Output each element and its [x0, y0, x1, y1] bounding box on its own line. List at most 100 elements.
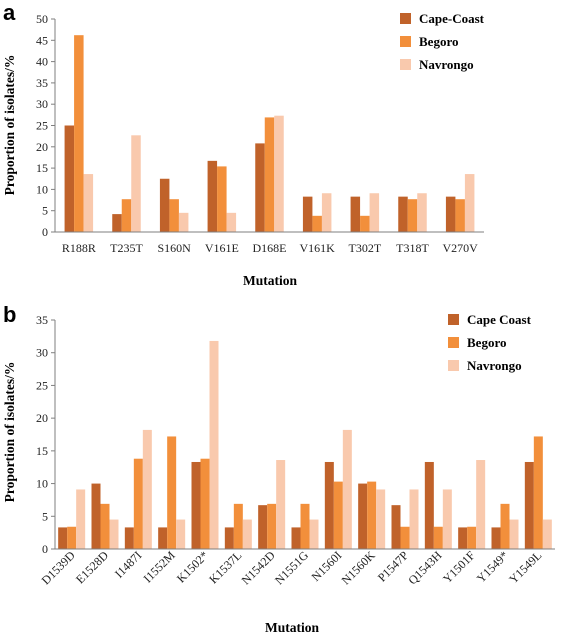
panel-a-bar: [112, 214, 122, 232]
panel-a-x-tick-label: D168E: [253, 241, 287, 255]
panel-b-bar: [176, 519, 186, 549]
panel-b-y-ticks: 0 5 10 15 20 25 30 35: [36, 313, 55, 556]
panel-a-bar: [74, 35, 84, 232]
panel-b-y-axis-title: Proportion of isolates/%: [2, 362, 17, 503]
panel-b-bar: [167, 436, 177, 549]
panel-a-bar: [131, 135, 141, 232]
panel-b-legend-swatch: [448, 337, 459, 348]
panel-a-bar: [464, 174, 475, 232]
panel-a-bar: [121, 199, 132, 232]
panel-b-legend-swatch: [448, 360, 459, 371]
panel-b-bar: [109, 519, 119, 549]
panel-b-bar: [142, 429, 152, 549]
panel-b-y-tick-label: 0: [42, 542, 48, 556]
panel-b-bar: [67, 526, 77, 549]
panel-b-bar: [200, 458, 210, 549]
panel-b-bar: [158, 527, 168, 549]
panel-b-bar: [58, 527, 68, 549]
panel-b-x-tick-label: N1542D: [239, 548, 278, 587]
panel-a-bar: [255, 143, 265, 232]
panel-b-bar: [191, 461, 201, 549]
panel-a-y-tick-label: 30: [36, 97, 48, 111]
panel-a-x-tick-label: T318T: [396, 241, 429, 255]
panel-a-bar: [417, 193, 427, 232]
panel-b-bar: [91, 483, 101, 549]
panel-a-x-tick-label: T235T: [110, 241, 143, 255]
panel-a-bar: [455, 199, 465, 232]
panel-b-bar: [124, 527, 134, 549]
panel-b-y-tick-label: 10: [36, 477, 48, 491]
panel-b-y-tick-label: 25: [36, 378, 48, 392]
panel-a-bar: [207, 160, 218, 232]
panel-a-x-tick-label: T302T: [348, 241, 381, 255]
panel-a-bar: [83, 174, 94, 232]
panel-b-bar: [409, 489, 419, 549]
panel-b-bar: [542, 519, 552, 549]
panel-b-x-tick-label: E1528D: [73, 548, 111, 586]
panel-a-legend-swatch: [400, 13, 411, 24]
panel-b-x-axis-title: Mutation: [265, 620, 319, 635]
panel-a-bar: [169, 199, 179, 232]
panel-a: a Proportion of isolates/% Mutation 0 5 10…: [2, 0, 485, 288]
panel-a-x-axis-title: Mutation: [243, 273, 297, 288]
panel-a-x-tick-label: V161K: [299, 241, 335, 255]
panel-a-y-tick-label: 25: [36, 119, 48, 133]
panel-b-bar: [424, 461, 434, 549]
panel-b-y-tick-label: 5: [42, 509, 48, 523]
panel-a-y-axis-title: Proportion of isolates/%: [2, 55, 17, 196]
panel-a-bar: [64, 125, 75, 232]
panel-a-bar: [159, 178, 170, 232]
panel-b-bar: [376, 489, 386, 549]
panel-b-x-tick-label: I1552M: [141, 548, 178, 585]
panel-b-x-tick-label: Q1543H: [405, 548, 444, 587]
panel-b-x-tick-label: K1537L: [206, 548, 244, 586]
panel-b-bar: [524, 461, 534, 549]
panel-b-legend-label: Cape Coast: [467, 312, 532, 327]
panel-b-bar: [100, 503, 110, 549]
panel-b-y-tick-label: 15: [36, 444, 48, 458]
panel-b-bar: [458, 527, 468, 549]
panel-b-y-tick-label: 35: [36, 313, 48, 327]
panel-a-x-tick-label: V270V: [442, 241, 478, 255]
panel-b-bar: [300, 503, 310, 549]
panel-b-legend: Cape Coast Begoro Navrongo: [448, 312, 532, 373]
panel-a-y-tick-label: 45: [36, 33, 48, 47]
panel-b-bar: [476, 460, 486, 549]
panel-a-bar: [445, 196, 456, 232]
panel-b-letter: b: [3, 302, 16, 327]
panel-b-bar: [291, 527, 301, 549]
panel-b-bar: [442, 489, 452, 549]
panel-b-bar: [500, 503, 510, 549]
panel-b-bar: [276, 460, 286, 549]
panel-a-legend-label: Cape-Coast: [419, 11, 485, 26]
panel-a-bar: [274, 115, 284, 232]
panel-b-x-tick-label: Y1549*: [474, 548, 511, 585]
panel-a-bar: [264, 117, 275, 232]
panel-a-bar: [321, 193, 332, 232]
panel-b-legend-swatch: [448, 314, 459, 325]
panel-a-legend-swatch: [400, 59, 411, 70]
panel-b-x-tick-label: K1502*: [174, 548, 211, 585]
panel-b-bar: [209, 340, 219, 549]
panel-a-y-ticks: 0 5 10 15 20 25 30 35 40 45 50: [36, 12, 55, 239]
panel-b-bar: [533, 436, 543, 549]
panel-a-y-tick-label: 15: [36, 161, 48, 175]
panel-b-x-tick-label: Y1549L: [506, 548, 544, 586]
panel-b: b Proportion of isolates/% Mutation 0 5 10…: [2, 302, 555, 635]
panel-a-y-tick-label: 50: [36, 12, 48, 26]
panel-a-letter: a: [3, 0, 16, 25]
panel-a-bars: [64, 35, 475, 232]
panel-a-x-tick-label: V161E: [205, 241, 239, 255]
panel-b-bars: [58, 340, 552, 549]
panel-a-bar: [360, 215, 370, 232]
panel-b-legend-label: Begoro: [467, 335, 506, 350]
panel-a-y-tick-label: 0: [42, 225, 48, 239]
panel-b-bar: [233, 503, 243, 549]
panel-b-x-tick-label: N1551G: [272, 548, 311, 587]
panel-b-y-tick-label: 20: [36, 411, 48, 425]
panel-a-x-tick-label: R188R: [62, 241, 96, 255]
panel-b-bar: [76, 489, 86, 549]
panel-b-bar: [267, 503, 277, 549]
panel-a-bar: [178, 212, 189, 232]
